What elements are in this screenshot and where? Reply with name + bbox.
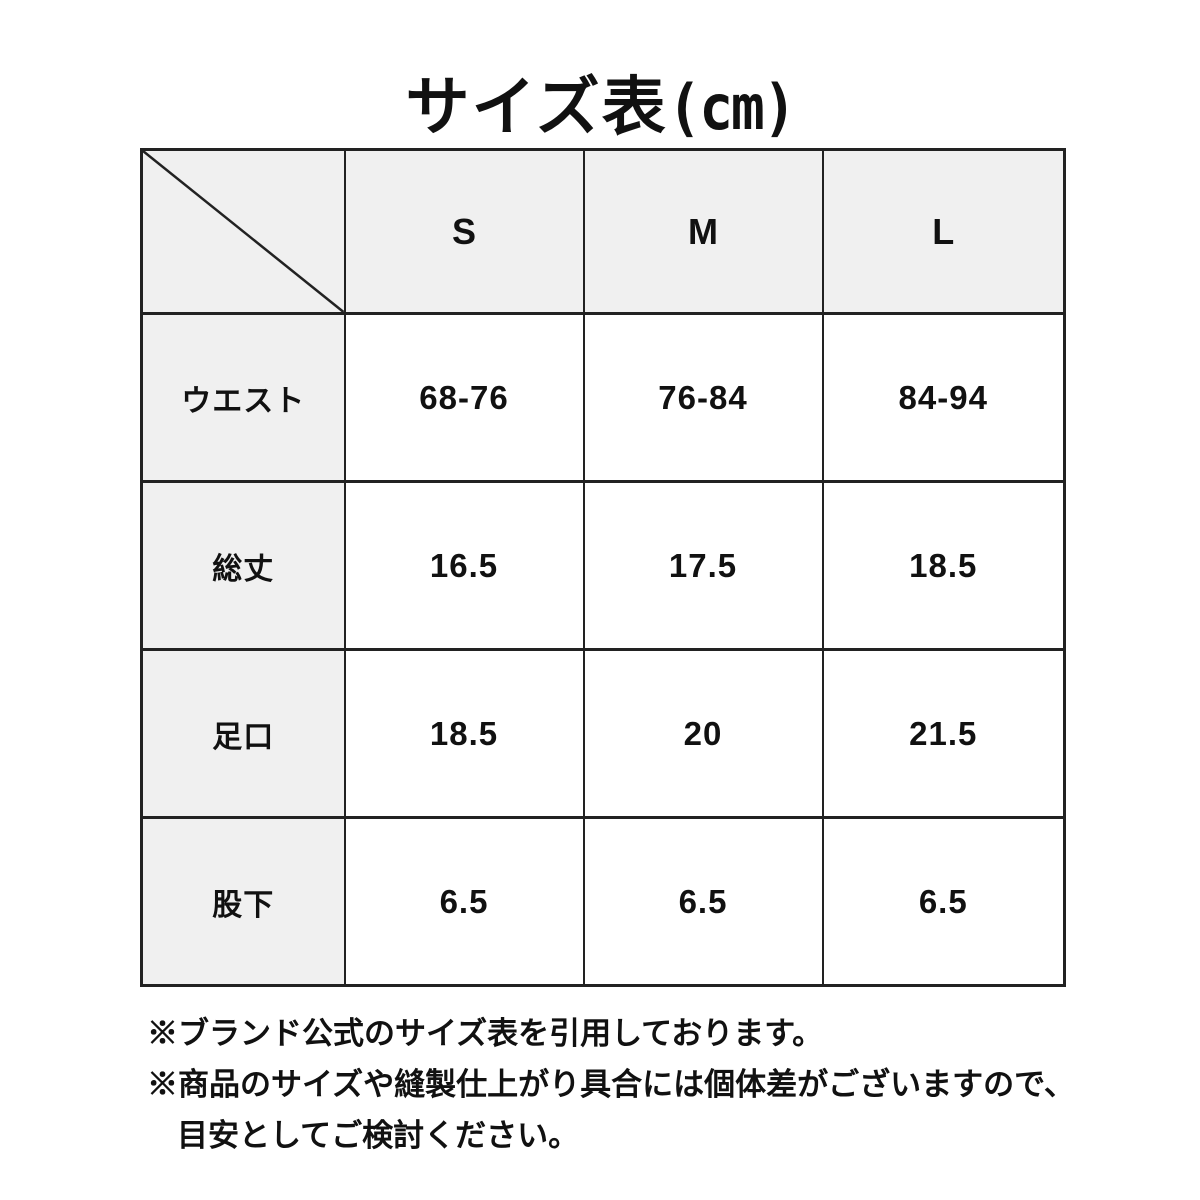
measurement-label-total-length: 総丈 [140, 480, 346, 651]
size-table-header-row: S M L [140, 148, 1066, 315]
footnotes: ※ブランド公式のサイズ表を引用しております。 ※商品のサイズや縫製仕上がり具合に… [147, 1008, 1075, 1161]
value-total-length-l: 18.5 [821, 480, 1066, 651]
table-row-waist: ウエスト 68-76 76-84 84-94 [140, 312, 1066, 483]
size-column-header-s: S [343, 148, 585, 315]
value-inseam-s: 6.5 [343, 816, 585, 987]
value-waist-l: 84-94 [821, 312, 1066, 483]
value-leg-opening-s: 18.5 [343, 648, 585, 819]
value-leg-opening-m: 20 [582, 648, 824, 819]
measurement-label-leg-opening: 足口 [140, 648, 346, 819]
page-title-unit: (cm) [667, 71, 797, 145]
value-waist-m: 76-84 [582, 312, 824, 483]
size-column-header-l: L [821, 148, 1066, 315]
table-row-inseam: 股下 6.5 6.5 6.5 [140, 816, 1066, 987]
table-row-leg-opening: 足口 18.5 20 21.5 [140, 648, 1066, 819]
value-total-length-s: 16.5 [343, 480, 585, 651]
value-waist-s: 68-76 [343, 312, 585, 483]
table-row-total-length: 総丈 16.5 17.5 18.5 [140, 480, 1066, 651]
size-table: S M L ウエスト 68-76 76-84 84-94 総丈 16.5 17.… [140, 148, 1066, 987]
page-title: サイズ表(cm) [0, 56, 1200, 148]
diagonal-corner-cell [140, 148, 346, 315]
value-leg-opening-l: 21.5 [821, 648, 1066, 819]
value-inseam-l: 6.5 [821, 816, 1066, 987]
footnote-variance: ※商品のサイズや縫製仕上がり具合には個体差がございますので、 [147, 1067, 1075, 1102]
size-column-header-m: M [582, 148, 824, 315]
footnote-variance-continued: 目安としてご検討ください。 [177, 1118, 580, 1153]
diagonal-line [143, 151, 344, 312]
value-total-length-m: 17.5 [582, 480, 824, 651]
value-inseam-m: 6.5 [582, 816, 824, 987]
footnote-source: ※ブランド公式のサイズ表を引用しております。 [147, 1016, 824, 1051]
measurement-label-waist: ウエスト [140, 312, 346, 483]
measurement-label-inseam: 股下 [140, 816, 346, 987]
page-title-text: サイズ表 [405, 71, 668, 143]
